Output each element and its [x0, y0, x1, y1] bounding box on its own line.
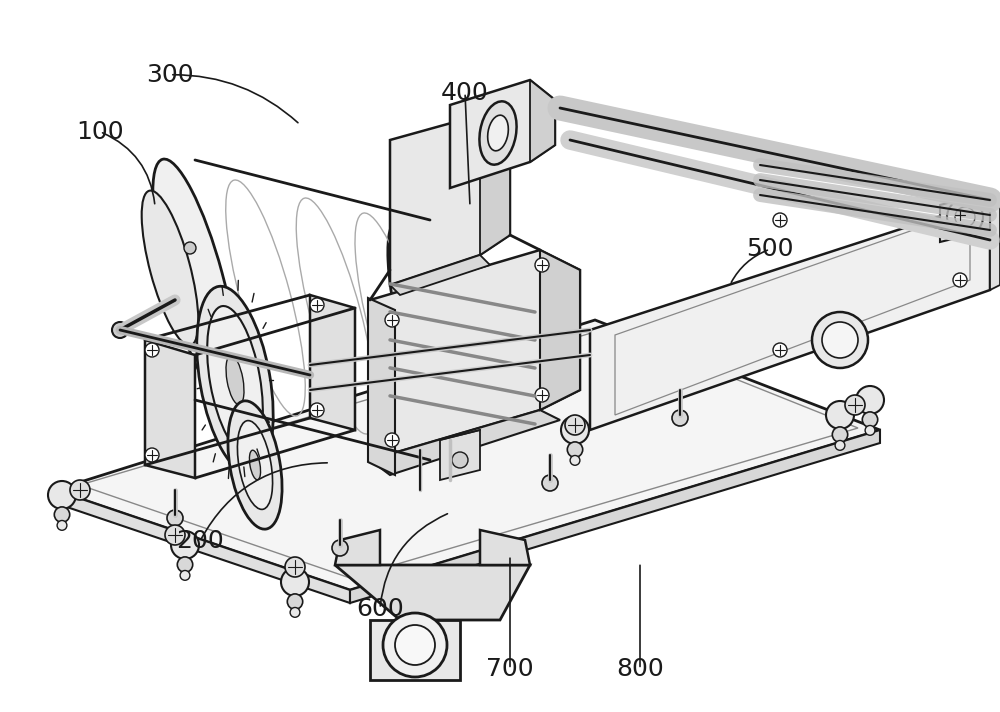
- Text: 200: 200: [176, 529, 224, 553]
- Text: 400: 400: [441, 80, 489, 105]
- Circle shape: [54, 507, 70, 523]
- Polygon shape: [440, 430, 480, 480]
- Polygon shape: [368, 298, 395, 475]
- Circle shape: [832, 427, 848, 442]
- Circle shape: [184, 242, 196, 254]
- Circle shape: [835, 441, 845, 450]
- Text: 600: 600: [356, 597, 404, 621]
- Circle shape: [145, 448, 159, 462]
- Polygon shape: [450, 80, 555, 188]
- Circle shape: [856, 386, 884, 414]
- Polygon shape: [55, 320, 880, 590]
- Polygon shape: [370, 250, 580, 460]
- Circle shape: [845, 395, 865, 415]
- Polygon shape: [480, 530, 530, 565]
- Circle shape: [773, 343, 787, 357]
- Text: 300: 300: [146, 63, 194, 87]
- Circle shape: [70, 480, 90, 500]
- Polygon shape: [540, 250, 580, 410]
- Polygon shape: [335, 565, 530, 620]
- Circle shape: [812, 312, 868, 368]
- Circle shape: [561, 416, 589, 444]
- Circle shape: [171, 531, 199, 559]
- Circle shape: [385, 433, 399, 447]
- Circle shape: [947, 199, 983, 235]
- Circle shape: [180, 570, 190, 580]
- Ellipse shape: [237, 421, 273, 509]
- Circle shape: [567, 442, 583, 457]
- Polygon shape: [590, 200, 990, 430]
- Polygon shape: [350, 430, 880, 603]
- Circle shape: [112, 322, 128, 338]
- Circle shape: [862, 412, 878, 427]
- Polygon shape: [530, 80, 555, 162]
- Circle shape: [48, 481, 76, 509]
- Text: 800: 800: [616, 657, 664, 681]
- Circle shape: [953, 208, 967, 222]
- Polygon shape: [145, 340, 195, 478]
- Polygon shape: [335, 530, 380, 565]
- Circle shape: [535, 258, 549, 272]
- Ellipse shape: [411, 155, 449, 224]
- Circle shape: [332, 540, 348, 556]
- Circle shape: [165, 525, 185, 545]
- Ellipse shape: [422, 277, 468, 413]
- Polygon shape: [370, 410, 560, 475]
- Circle shape: [826, 401, 854, 429]
- Circle shape: [287, 594, 303, 609]
- Polygon shape: [55, 490, 350, 603]
- Circle shape: [385, 313, 399, 327]
- Ellipse shape: [197, 286, 273, 473]
- Circle shape: [310, 298, 324, 312]
- Circle shape: [383, 613, 447, 677]
- Circle shape: [452, 452, 468, 468]
- Circle shape: [565, 415, 585, 435]
- Ellipse shape: [153, 159, 237, 401]
- Circle shape: [570, 456, 580, 465]
- Circle shape: [535, 388, 549, 402]
- Polygon shape: [310, 295, 355, 430]
- Circle shape: [822, 322, 858, 358]
- Circle shape: [542, 475, 558, 491]
- Polygon shape: [370, 620, 460, 680]
- Polygon shape: [390, 255, 490, 295]
- Ellipse shape: [226, 355, 244, 404]
- Ellipse shape: [423, 177, 437, 203]
- Ellipse shape: [399, 139, 461, 241]
- Circle shape: [285, 557, 305, 577]
- Polygon shape: [390, 115, 510, 285]
- Circle shape: [290, 607, 300, 617]
- Ellipse shape: [479, 101, 517, 164]
- Circle shape: [395, 625, 435, 665]
- Circle shape: [57, 520, 67, 530]
- Ellipse shape: [388, 219, 472, 461]
- Ellipse shape: [142, 191, 198, 345]
- Ellipse shape: [249, 450, 261, 480]
- Circle shape: [953, 273, 967, 287]
- Circle shape: [672, 410, 688, 426]
- Circle shape: [167, 510, 183, 526]
- Polygon shape: [480, 115, 510, 255]
- Polygon shape: [940, 192, 990, 242]
- Text: 700: 700: [486, 657, 534, 681]
- Circle shape: [773, 213, 787, 227]
- Text: 100: 100: [76, 120, 124, 144]
- Ellipse shape: [207, 306, 263, 454]
- Ellipse shape: [228, 401, 282, 529]
- Circle shape: [145, 343, 159, 357]
- Polygon shape: [990, 195, 1000, 290]
- Circle shape: [281, 568, 309, 596]
- Circle shape: [177, 557, 193, 572]
- Circle shape: [865, 426, 875, 435]
- Ellipse shape: [488, 115, 508, 151]
- Circle shape: [310, 403, 324, 417]
- Text: 500: 500: [746, 237, 794, 261]
